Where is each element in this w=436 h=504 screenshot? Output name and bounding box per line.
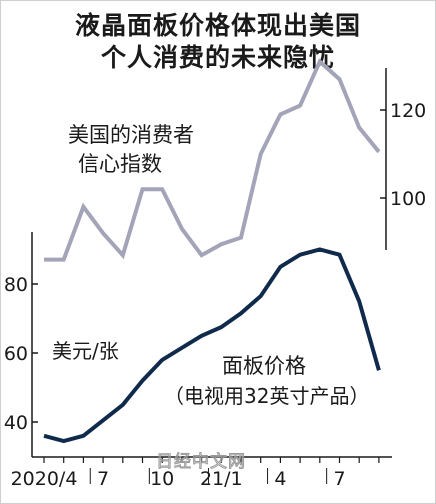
panel-price-line bbox=[43, 247, 381, 444]
x-axis-tick-label: 7 bbox=[333, 468, 345, 490]
x-axis-tick-label: 4 bbox=[274, 468, 286, 490]
axes: 40 60 80 100 120 2020/4 7 10 21/1 4 7 bbox=[4, 68, 426, 490]
consumer-confidence-series-label: 信心指数 bbox=[78, 152, 162, 176]
consumer-confidence-line bbox=[44, 58, 381, 262]
chart-title-line-2: 个人消费的未来隐忧 bbox=[100, 43, 335, 72]
x-axis-tick-label: 7 bbox=[97, 468, 109, 490]
right-axis-tick-label: 100 bbox=[390, 188, 426, 210]
left-axis-tick-label: 60 bbox=[4, 343, 28, 365]
left-axis-tick-label: 40 bbox=[4, 412, 28, 434]
x-axis-tick-label: 21/1 bbox=[200, 468, 243, 490]
chart-title-line-1: 液晶面板价格体现出美国 bbox=[74, 11, 361, 40]
consumer-confidence-series-label: 美国的消费者 bbox=[68, 123, 194, 147]
left-axis-tick-label: 80 bbox=[4, 274, 28, 296]
panel-price-unit-label: 美元/张 bbox=[52, 339, 119, 363]
x-axis-tick-label: 2020/4 bbox=[11, 468, 78, 490]
watermark: 日经中文网 bbox=[156, 452, 246, 472]
x-axis-tick-label: 10 bbox=[150, 468, 174, 490]
panel-price-series-sublabel: （电视用32英寸产品） bbox=[164, 384, 369, 408]
series-layer bbox=[43, 58, 381, 444]
panel-price-series-label: 面板价格 bbox=[222, 354, 306, 378]
right-axis-tick-label: 120 bbox=[390, 100, 426, 122]
